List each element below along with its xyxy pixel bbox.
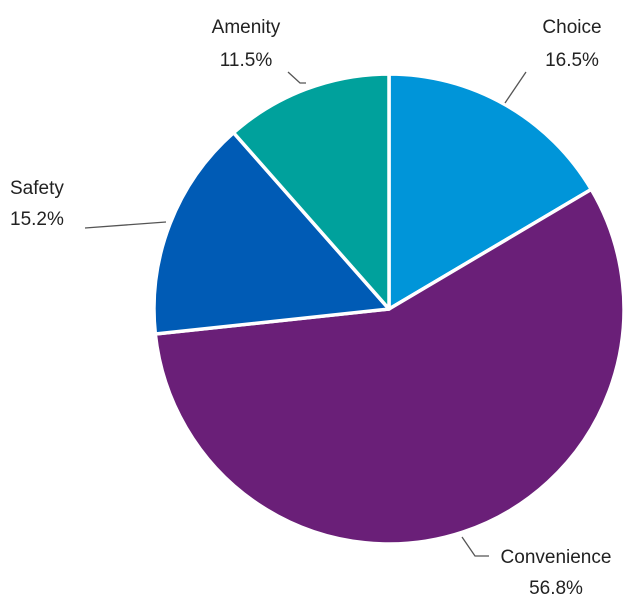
pie-slice-convenience [153,187,626,546]
leader-line-amenity [287,71,306,84]
pie-slice-safety [152,130,391,336]
slice-label-amenity: Amenity [212,17,281,38]
slice-value-label-amenity: 11.5% [220,50,273,71]
slice-value-label-choice: 16.5% [545,50,599,71]
leader-line-safety [84,221,167,229]
pie-slice-choice [387,72,594,311]
slice-label-safety: Safety [10,178,64,199]
slice-label-choice: Choice [542,17,601,38]
pie-slice-amenity [231,72,391,311]
slice-label-convenience: Convenience [501,547,612,568]
slice-value-label-convenience: 56.8% [529,578,583,597]
leader-line-convenience [461,536,489,557]
slice-value-label-safety: 15.2% [10,209,64,230]
leader-line-choice [504,71,527,104]
